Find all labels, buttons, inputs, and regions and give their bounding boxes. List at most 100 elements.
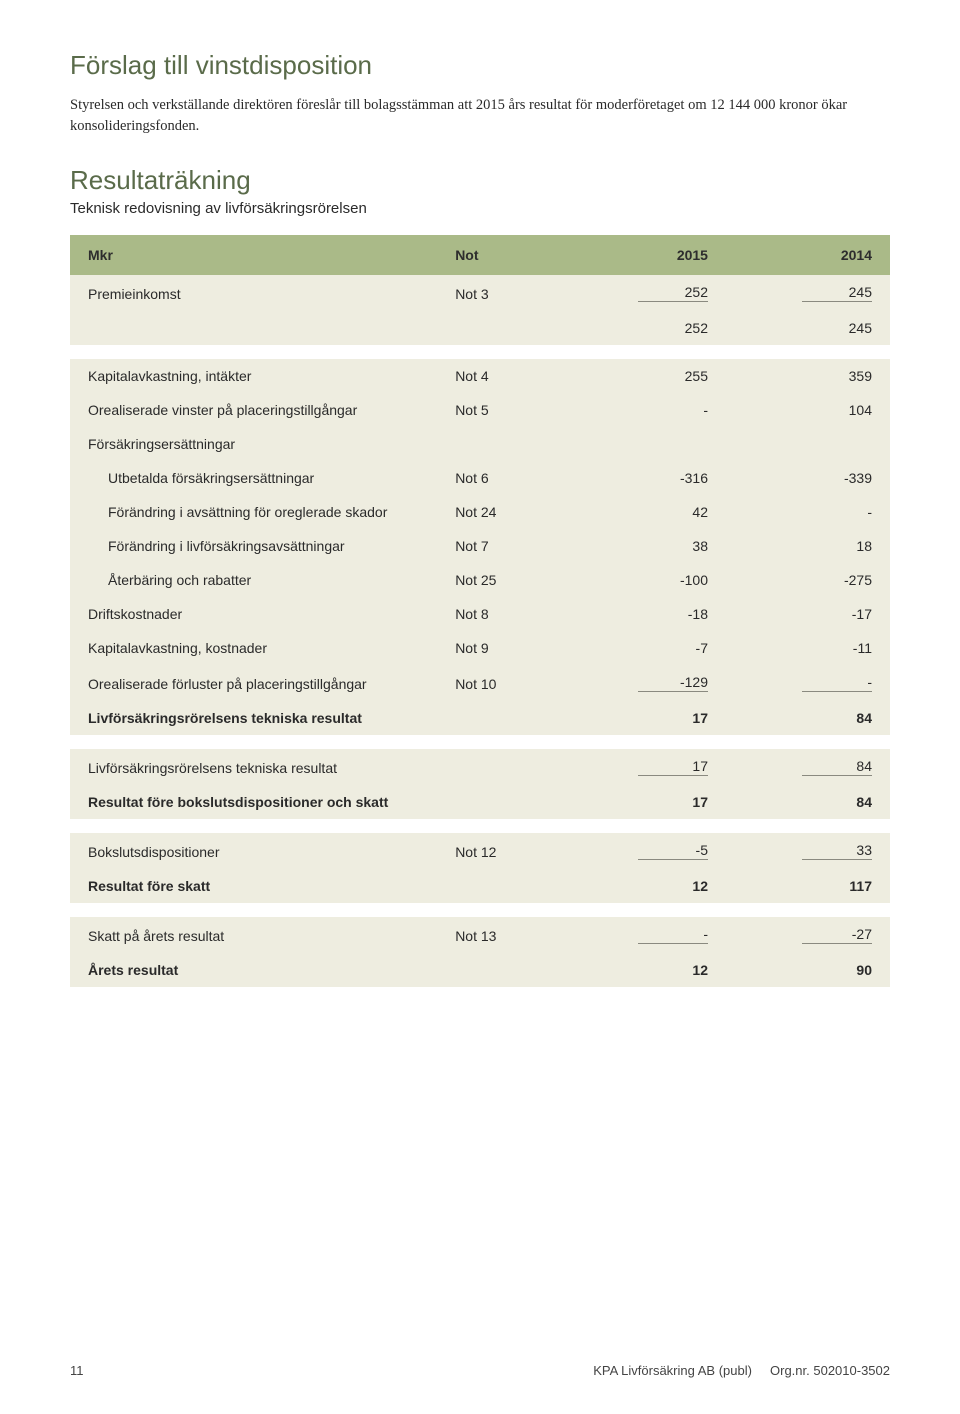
table-row: PremieinkomstNot 3252245: [70, 275, 890, 311]
cell-label: Försäkringsersättningar: [70, 427, 447, 461]
cell-2014: 117: [726, 869, 890, 903]
table-row: Återbäring och rabatterNot 25-100-275: [70, 563, 890, 597]
table-row: BokslutsdispositionerNot 12-533: [70, 833, 890, 869]
cell-note: Not 8: [447, 597, 562, 631]
cell-2014: -27: [726, 917, 890, 953]
cell-label: Förändring i livförsäkringsavsättningar: [70, 529, 447, 563]
cell-2015: 252: [562, 275, 726, 311]
cell-2015: 12: [562, 953, 726, 987]
cell-note: Not 25: [447, 563, 562, 597]
cell-note: Not 7: [447, 529, 562, 563]
cell-label: Kapitalavkastning, kostnader: [70, 631, 447, 665]
cell-2015: 255: [562, 359, 726, 393]
cell-2015: -5: [562, 833, 726, 869]
cell-note: Not 10: [447, 665, 562, 701]
cell-note: [447, 701, 562, 735]
cell-2014: -17: [726, 597, 890, 631]
cell-label: Orealiserade vinster på placeringstillgå…: [70, 393, 447, 427]
cell-2015: -100: [562, 563, 726, 597]
cell-label: Utbetalda försäkringsersättningar: [70, 461, 447, 495]
table-row: Livförsäkringsrörelsens tekniska resulta…: [70, 701, 890, 735]
cell-label: [70, 311, 447, 345]
table-row: [70, 735, 890, 749]
cell-2015: -129: [562, 665, 726, 701]
cell-2014: 245: [726, 275, 890, 311]
cell-2015: 38: [562, 529, 726, 563]
cell-2015: 252: [562, 311, 726, 345]
cell-2015: 12: [562, 869, 726, 903]
cell-2014: 245: [726, 311, 890, 345]
table-row: Årets resultat 1290: [70, 953, 890, 987]
cell-2014: 84: [726, 749, 890, 785]
cell-note: [447, 311, 562, 345]
cell-2014: 104: [726, 393, 890, 427]
table-row: Skatt på årets resultatNot 13--27: [70, 917, 890, 953]
cell-note: Not 13: [447, 917, 562, 953]
table-row: 252245: [70, 311, 890, 345]
cell-note: Not 12: [447, 833, 562, 869]
cell-2015: 17: [562, 749, 726, 785]
section1-title: Förslag till vinstdisposition: [70, 50, 890, 81]
table-row: DriftskostnaderNot 8-18-17: [70, 597, 890, 631]
page-number: 11: [70, 1363, 84, 1378]
footer-right: KPA Livförsäkring AB (publ) Org.nr. 5020…: [593, 1363, 890, 1378]
cell-label: Skatt på årets resultat: [70, 917, 447, 953]
table-header-row: Mkr Not 2015 2014: [70, 235, 890, 275]
cell-note: Not 24: [447, 495, 562, 529]
cell-2014: 84: [726, 701, 890, 735]
table-row: Utbetalda försäkringsersättningarNot 6-3…: [70, 461, 890, 495]
cell-note: Not 9: [447, 631, 562, 665]
cell-2014: [726, 427, 890, 461]
cell-2014: -: [726, 665, 890, 701]
section2-title: Resultaträkning: [70, 165, 890, 196]
table-row: Förändring i livförsäkringsavsättningarN…: [70, 529, 890, 563]
cell-2015: -: [562, 917, 726, 953]
cell-note: [447, 785, 562, 819]
cell-label: Resultat före skatt: [70, 869, 447, 903]
table-row: Orealiserade vinster på placeringstillgå…: [70, 393, 890, 427]
cell-note: Not 4: [447, 359, 562, 393]
footer-org: Org.nr. 502010-3502: [770, 1363, 890, 1378]
table-row: [70, 819, 890, 833]
cell-label: Livförsäkringsrörelsens tekniska resulta…: [70, 701, 447, 735]
cell-note: Not 6: [447, 461, 562, 495]
table-row: Kapitalavkastning, kostnaderNot 9-7-11: [70, 631, 890, 665]
col-2015: 2015: [562, 235, 726, 275]
cell-2014: 90: [726, 953, 890, 987]
cell-2014: 359: [726, 359, 890, 393]
cell-label: Kapitalavkastning, intäkter: [70, 359, 447, 393]
cell-2014: -275: [726, 563, 890, 597]
cell-note: [447, 953, 562, 987]
cell-2015: -316: [562, 461, 726, 495]
cell-2015: [562, 427, 726, 461]
section2-subtitle: Teknisk redovisning av livförsäkringsrör…: [70, 200, 890, 217]
table-row: Försäkringsersättningar: [70, 427, 890, 461]
table-row: Resultat före skatt 12117: [70, 869, 890, 903]
col-label: Mkr: [70, 235, 447, 275]
cell-note: [447, 869, 562, 903]
income-statement-table: Mkr Not 2015 2014 PremieinkomstNot 32522…: [70, 235, 890, 987]
section1-intro: Styrelsen och verkställande direktören f…: [70, 95, 890, 137]
cell-2015: 17: [562, 701, 726, 735]
cell-label: Årets resultat: [70, 953, 447, 987]
cell-2014: 33: [726, 833, 890, 869]
cell-label: Bokslutsdispositioner: [70, 833, 447, 869]
table-row: [70, 345, 890, 359]
cell-2015: -: [562, 393, 726, 427]
table-row: [70, 903, 890, 917]
cell-note: [447, 427, 562, 461]
cell-label: Orealiserade förluster på placeringstill…: [70, 665, 447, 701]
cell-label: Förändring i avsättning för oreglerade s…: [70, 495, 447, 529]
cell-label: Resultat före bokslutsdispositioner och …: [70, 785, 447, 819]
table-row: Orealiserade förluster på placeringstill…: [70, 665, 890, 701]
page-footer: 11 KPA Livförsäkring AB (publ) Org.nr. 5…: [70, 1363, 890, 1378]
cell-2014: -339: [726, 461, 890, 495]
footer-company: KPA Livförsäkring AB (publ): [593, 1363, 752, 1378]
col-2014: 2014: [726, 235, 890, 275]
cell-2014: 18: [726, 529, 890, 563]
col-note: Not: [447, 235, 562, 275]
cell-note: Not 5: [447, 393, 562, 427]
cell-note: Not 3: [447, 275, 562, 311]
table-row: Kapitalavkastning, intäkterNot 4255359: [70, 359, 890, 393]
cell-2014: -11: [726, 631, 890, 665]
